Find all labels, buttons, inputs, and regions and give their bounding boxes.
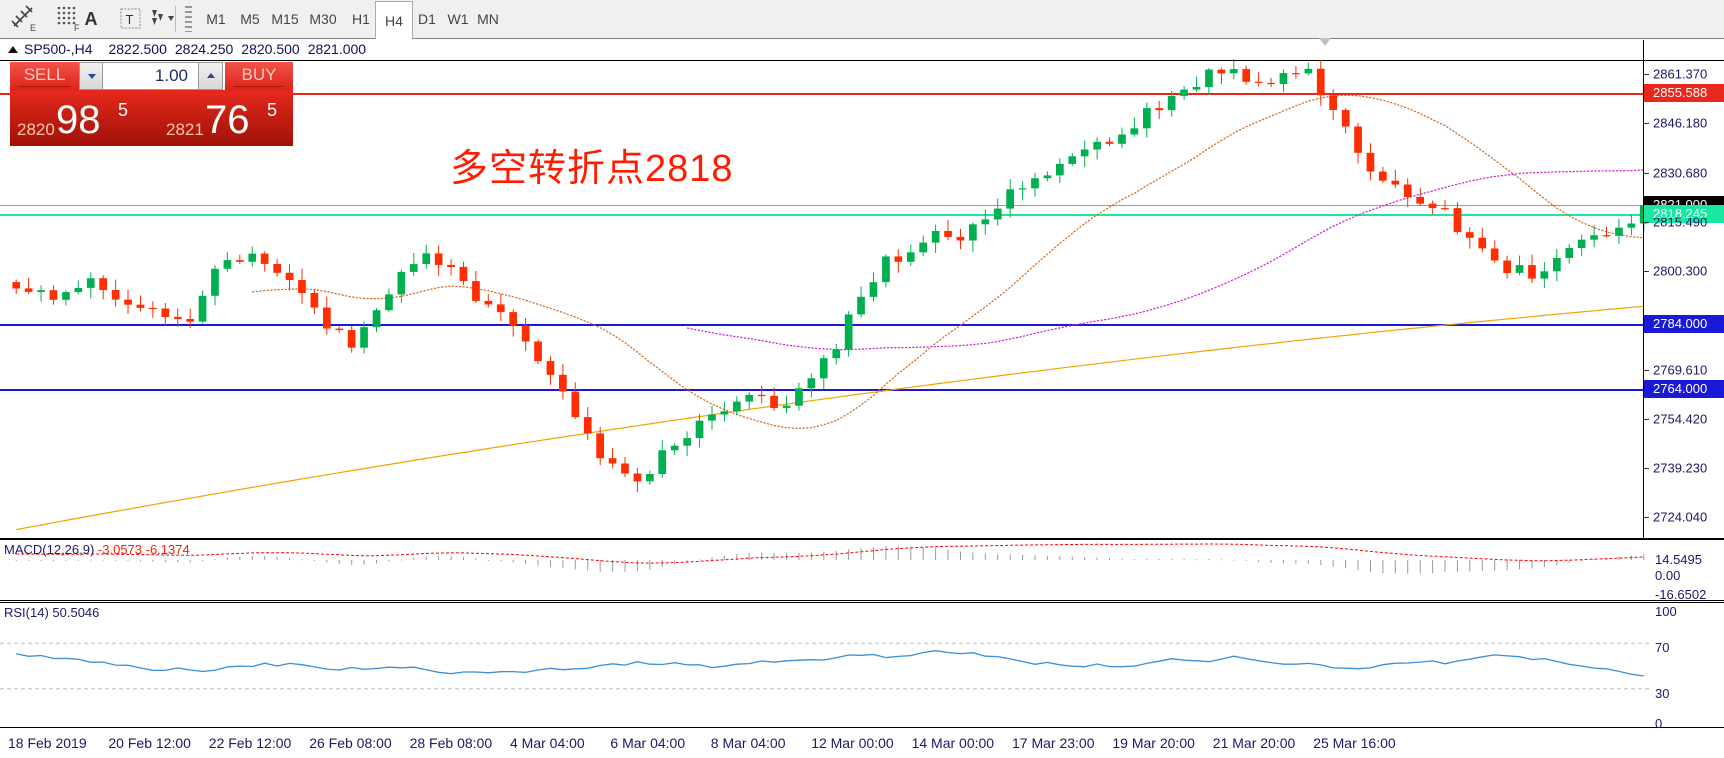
svg-text:E: E <box>30 23 36 33</box>
svg-text:T: T <box>126 12 134 27</box>
